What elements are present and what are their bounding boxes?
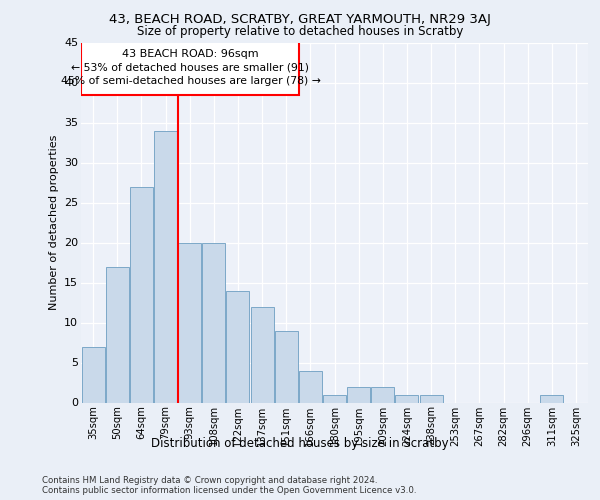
Bar [419,394,443,402]
Text: Size of property relative to detached houses in Scratby: Size of property relative to detached ho… [137,25,463,38]
Text: 43 BEACH ROAD: 96sqm: 43 BEACH ROAD: 96sqm [122,49,259,59]
Bar [226,290,250,403]
Bar [347,386,370,402]
Bar [299,370,322,402]
Bar [106,266,128,402]
Bar [154,130,177,402]
Y-axis label: Number of detached properties: Number of detached properties [49,135,59,310]
Bar [251,306,274,402]
Bar [275,330,298,402]
Bar [202,242,225,402]
Text: 43, BEACH ROAD, SCRATBY, GREAT YARMOUTH, NR29 3AJ: 43, BEACH ROAD, SCRATBY, GREAT YARMOUTH,… [109,12,491,26]
Bar [541,394,563,402]
FancyBboxPatch shape [82,38,299,94]
Text: Contains public sector information licensed under the Open Government Licence v3: Contains public sector information licen… [42,486,416,495]
Text: ← 53% of detached houses are smaller (91): ← 53% of detached houses are smaller (91… [71,62,310,72]
Bar [395,394,418,402]
Bar [323,394,346,402]
Bar [82,346,104,403]
Bar [130,186,153,402]
Bar [371,386,394,402]
Text: Contains HM Land Registry data © Crown copyright and database right 2024.: Contains HM Land Registry data © Crown c… [42,476,377,485]
Bar [178,242,201,402]
Text: Distribution of detached houses by size in Scratby: Distribution of detached houses by size … [151,438,449,450]
Text: 45% of semi-detached houses are larger (78) →: 45% of semi-detached houses are larger (… [61,76,320,86]
